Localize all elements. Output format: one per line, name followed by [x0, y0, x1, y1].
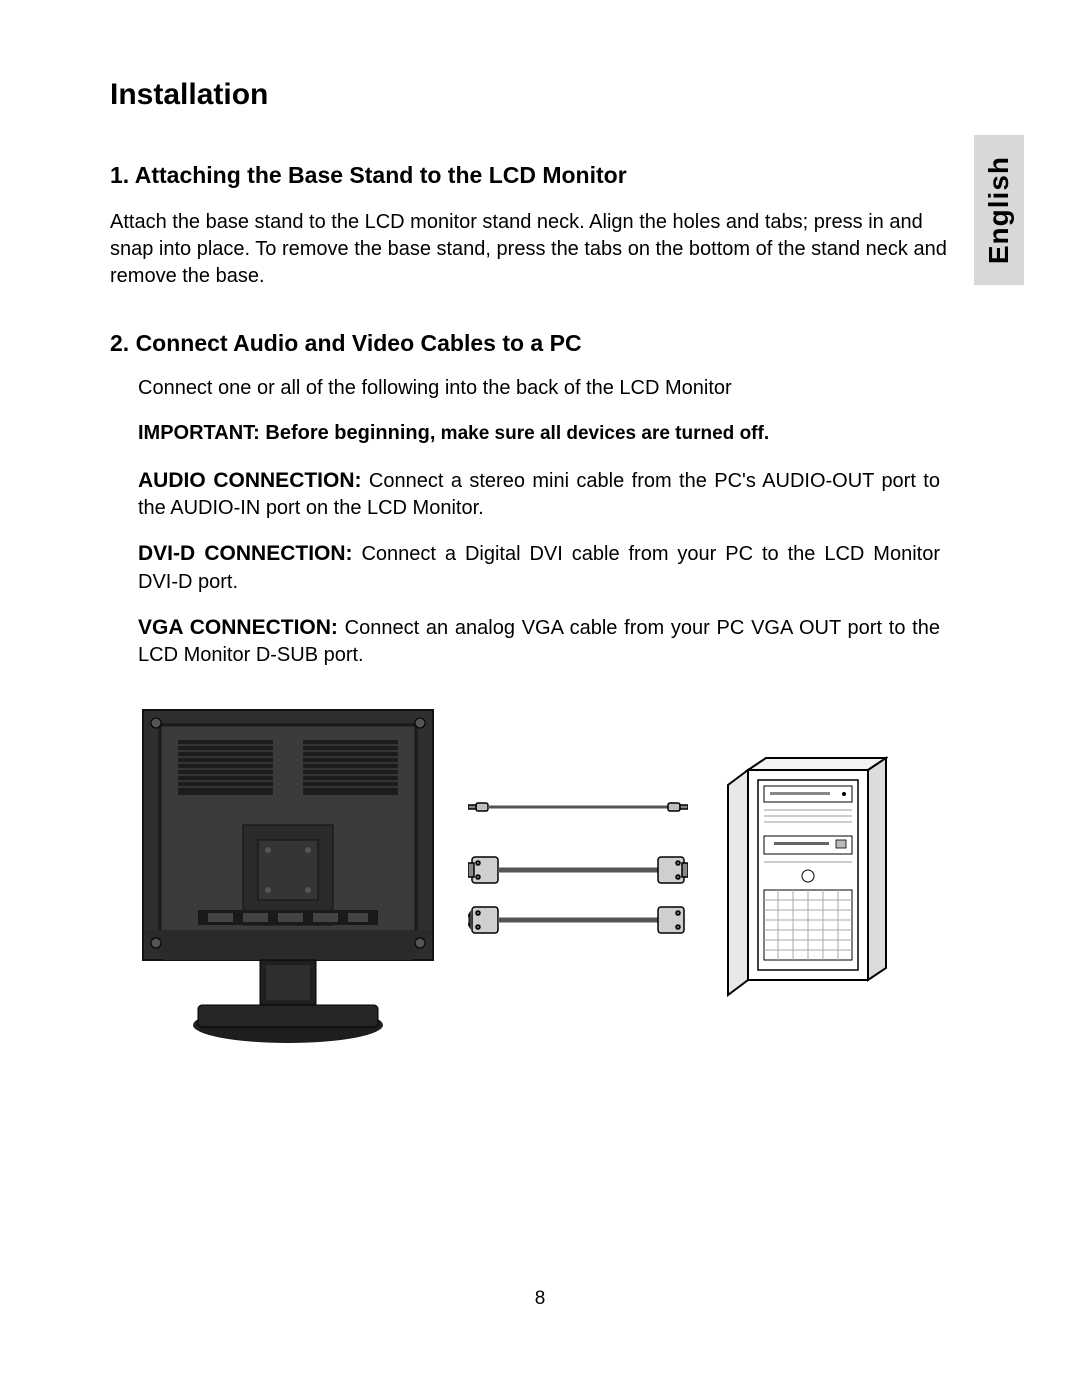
- dvi-label: DVI-D CONNECTION:: [138, 542, 353, 565]
- section2-body: Connect one or all of the following into…: [138, 377, 940, 669]
- important-note: IMPORTANT: Before beginning, make sure a…: [138, 422, 940, 445]
- section1-heading: 1. Attaching the Base Stand to the LCD M…: [110, 162, 950, 189]
- page-number: 8: [0, 1288, 1080, 1310]
- audio-label: AUDIO CONNECTION:: [138, 469, 362, 492]
- cables-illustration: [468, 785, 688, 965]
- monitor-rear-illustration: [138, 705, 438, 1045]
- important-tail: make sure all devices are turned off.: [435, 423, 769, 444]
- important-lead: IMPORTANT: Before beginning,: [138, 422, 435, 444]
- section2-intro: Connect one or all of the following into…: [138, 377, 940, 400]
- page-content: Installation 1. Attaching the Base Stand…: [110, 78, 950, 1045]
- language-label: English: [983, 156, 1015, 264]
- language-tab: English: [974, 135, 1024, 285]
- figure-row: [138, 705, 950, 1045]
- page-title: Installation: [110, 78, 950, 112]
- section1-body: Attach the base stand to the LCD monitor…: [110, 209, 950, 290]
- vga-label: VGA CONNECTION:: [138, 616, 338, 639]
- audio-connection: AUDIO CONNECTION: Connect a stereo mini …: [138, 467, 940, 522]
- dvi-connection: DVI-D CONNECTION: Connect a Digital DVI …: [138, 540, 940, 595]
- vga-connection: VGA CONNECTION: Connect an analog VGA ca…: [138, 614, 940, 669]
- section2-heading: 2. Connect Audio and Video Cables to a P…: [110, 330, 950, 357]
- pc-tower-illustration: [718, 750, 888, 1000]
